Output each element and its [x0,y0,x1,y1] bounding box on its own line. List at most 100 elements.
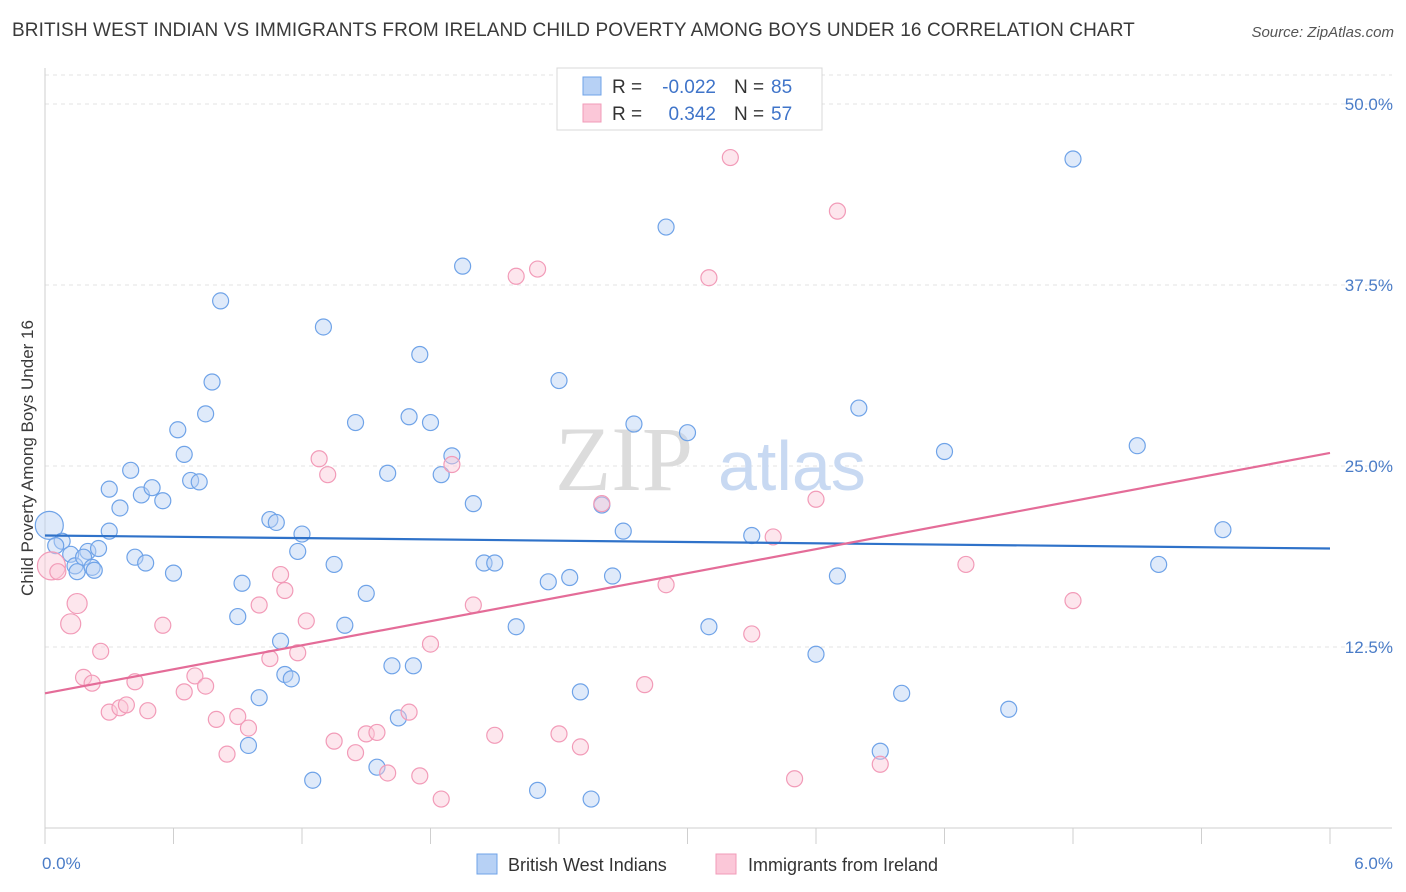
ireland-point-14 [186,667,204,685]
axes [44,68,1392,844]
bottom-legend-swatch-pink [715,853,737,875]
ireland-point-33 [400,703,418,721]
bwi-point-17 [164,564,183,582]
bwi-point-41 [357,584,375,603]
ireland-point-20 [250,596,268,614]
bwi-point-81 [1214,521,1232,539]
ireland-point-44 [593,495,611,513]
bwi-point-66 [625,415,643,433]
bwi-point-80 [1150,555,1168,574]
bwi-point-82 [47,537,65,555]
ireland-point-34 [411,767,429,785]
bwi-point-7 [83,558,101,576]
bwi-point-72 [828,567,847,585]
legend-r-label-1: R = [612,77,642,98]
bwi-point-61 [571,683,590,701]
bwi-point-71 [807,645,825,663]
x-tick-label-1: 6.0% [1354,854,1393,873]
bottom-legend-label-pink: Immigrants from Ireland [748,855,938,875]
source-label: Source: ZipAtlas.com [1251,24,1394,41]
ireland-point-11 [139,702,157,720]
bwi-point-11 [111,499,129,517]
bwi-point-67 [657,218,675,236]
bwi-point-0 [34,510,64,540]
bwi-point-43 [379,464,397,482]
bwi-point-10 [100,480,118,498]
bwi-point-30 [267,513,285,532]
ireland-point-19 [239,719,258,737]
ireland-point-7 [100,703,118,721]
bwi-point-34 [289,542,307,561]
trend-line-1 [44,451,1331,695]
ireland-point-49 [743,625,761,643]
bwi-point-40 [346,413,365,432]
legend-r-value-2: 0.342 [668,104,716,125]
bwi-point-28 [250,689,268,707]
bwi-point-60 [561,568,579,587]
legend-swatch-pink [582,103,602,123]
trend-line-0 [44,534,1331,550]
bwi-point-15 [126,548,144,566]
ireland-point-23 [276,581,294,600]
bwi-point-62 [582,790,600,808]
ireland-point-56 [1064,592,1082,610]
chart-title: BRITISH WEST INDIAN VS IMMIGRANTS FROM I… [12,20,1135,41]
ireland-point-26 [310,450,328,468]
y-tick-label-0: 12.5% [1345,638,1393,657]
bwi-point-20 [182,471,200,490]
bwi-point-56 [507,618,525,636]
ireland-point-30 [357,725,375,743]
series-legend: British West Indians Immigrants from Ire… [476,853,938,875]
bwi-point-37 [314,318,333,336]
ireland-point-50 [764,528,782,546]
series-british-west-indians [34,150,1232,808]
legend-swatch-blue [582,76,602,96]
ireland-point-39 [486,726,504,744]
y-axis-label: Child Poverty Among Boys Under 16 [18,320,37,596]
bwi-point-75 [893,684,911,702]
bwi-point-51 [443,447,461,465]
ireland-point-25 [297,612,315,630]
ireland-point-29 [346,744,365,762]
bwi-point-44 [383,657,401,675]
bwi-point-57 [528,781,547,799]
ireland-point-15 [197,677,215,695]
ireland-point-17 [218,745,236,763]
ireland-point-45 [636,676,654,694]
bwi-point-25 [229,607,247,626]
ireland-point-12 [154,616,172,634]
x-tick-labels: 0.0% 6.0% [42,854,1393,873]
ireland-point-41 [528,260,547,278]
bwi-point-76 [935,442,954,461]
watermark-zip: ZIP [555,408,693,510]
ireland-point-28 [325,732,343,750]
bwi-point-36 [304,771,322,789]
ireland-point-42 [550,725,568,743]
legend-r-value-1: -0.022 [662,77,716,98]
bwi-point-24 [212,292,230,310]
bwi-point-16 [137,554,155,572]
ireland-point-38 [464,596,482,614]
y-tick-label-1: 25.0% [1345,457,1393,476]
bwi-point-59 [550,371,568,390]
ireland-point-2 [60,613,82,635]
bwi-point-65 [614,522,632,540]
bwi-point-74 [871,742,889,760]
bwi-point-55 [486,554,504,572]
bwi-point-48 [411,345,429,364]
ireland-point-13 [175,683,193,701]
ireland-point-37 [443,455,461,474]
bwi-point-77 [1000,700,1018,718]
ireland-point-52 [807,490,825,508]
ireland-point-16 [207,710,225,728]
ireland-point-0 [36,551,67,581]
ireland-point-32 [379,764,397,782]
bwi-point-22 [197,405,215,423]
bwi-point-26 [233,574,251,592]
bwi-point-12 [122,461,140,479]
bwi-point-14 [143,479,161,497]
ireland-point-6 [92,642,110,660]
legend-n-value-1: 85 [771,77,792,98]
ireland-point-24 [289,644,307,662]
